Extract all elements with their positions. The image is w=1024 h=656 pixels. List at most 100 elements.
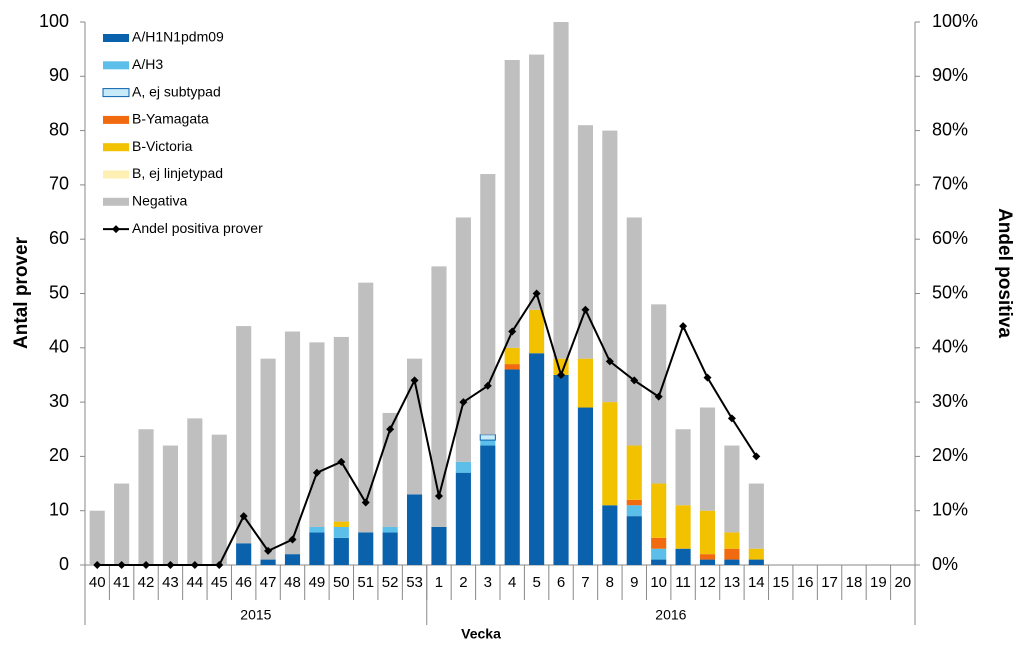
bar-segment (748, 559, 764, 565)
legend-label: A/H1N1pdm09 (132, 29, 224, 45)
x-tick-label: 15 (772, 574, 789, 591)
bar-segment (504, 347, 520, 365)
x-tick-label: 40 (89, 574, 106, 591)
y2-tick-label: 60% (932, 228, 968, 248)
bar-segment (236, 326, 252, 544)
line-marker (605, 357, 614, 366)
line-marker (557, 370, 566, 379)
x-tick-label: 20 (894, 574, 911, 591)
bar-segment (504, 369, 520, 565)
line-marker (434, 492, 443, 501)
bar-segment (602, 505, 618, 565)
bar-segment (626, 445, 642, 500)
bar-segment (724, 559, 740, 565)
bar-segment (333, 336, 349, 522)
line-marker (215, 561, 224, 569)
bar-segment (260, 559, 276, 565)
legend-label: B, ej linjetypad (132, 165, 223, 181)
legend-swatch (103, 34, 129, 42)
line-marker (410, 376, 419, 385)
y-tick-label: 40 (49, 337, 69, 357)
bar-segment (748, 483, 764, 549)
bar-segment (406, 494, 423, 565)
line-marker (532, 289, 541, 298)
line-marker (630, 376, 639, 385)
x-tick-label: 45 (211, 574, 228, 591)
x-tick-label: 53 (406, 574, 423, 591)
line-marker (483, 381, 492, 390)
bar-segment (553, 22, 569, 359)
bar-segment (333, 537, 349, 565)
bar-segment (358, 532, 374, 565)
y-tick-label: 80 (49, 119, 69, 139)
bar-segment (455, 461, 471, 473)
x-tick-label: 43 (162, 574, 179, 591)
x-tick-label: 3 (484, 574, 492, 591)
bar-segment (479, 434, 496, 441)
y-tick-label: 70 (49, 174, 69, 194)
bar-segment (480, 174, 496, 435)
bar-segment (577, 358, 594, 408)
x-tick-label: 48 (284, 574, 301, 591)
x-tick-label: 52 (382, 574, 399, 591)
bar-segment (748, 548, 764, 560)
bar-segment (651, 559, 667, 565)
x-tick-label: 16 (797, 574, 814, 591)
bar-segment (724, 532, 740, 549)
bar-segment (236, 543, 252, 565)
y-tick-label: 20 (49, 445, 69, 465)
x-tick-label: 46 (235, 574, 252, 591)
line-marker (581, 305, 590, 314)
x-tick-label: 12 (699, 574, 716, 591)
x-tick-label: 9 (630, 574, 638, 591)
bar-segment (284, 331, 301, 555)
y2-tick-label: 20% (932, 445, 968, 465)
line-marker (166, 561, 175, 569)
bar-segment (480, 440, 496, 446)
line-marker (239, 512, 248, 521)
y-tick-label: 50 (49, 282, 69, 302)
bar-segment (309, 532, 325, 565)
bar-segment (114, 483, 130, 565)
bar-segment (651, 483, 667, 538)
line-marker (312, 468, 321, 477)
line-marker (727, 414, 736, 423)
bar-segment (187, 418, 203, 565)
line-marker (264, 546, 273, 555)
legend-swatch (103, 197, 129, 206)
bar-segment (431, 266, 447, 527)
legend-label: A/H3 (132, 56, 163, 72)
bar-segment (382, 532, 398, 565)
bar-segment (651, 537, 667, 549)
legend-label: Andel positiva prover (132, 220, 263, 236)
legend-swatch (103, 115, 129, 124)
y2-tick-label: 50% (932, 282, 968, 302)
bar-segment (529, 54, 545, 310)
bar-segment (333, 521, 349, 527)
bar-segment (699, 510, 716, 555)
x-tick-label: 13 (724, 574, 741, 591)
line-marker (459, 398, 468, 407)
bar-segment (626, 499, 642, 506)
bar-segment (529, 353, 545, 565)
x-tick-label: 17 (821, 574, 838, 591)
bar-segment (675, 505, 691, 549)
bar-segment (333, 526, 349, 538)
legend-label: B-Yamagata (132, 111, 209, 127)
line-marker (752, 452, 761, 461)
bar-segment (382, 526, 398, 533)
bar-segment (553, 374, 569, 565)
y2-tick-label: 40% (932, 337, 968, 357)
x-tick-label: 51 (357, 574, 374, 591)
line-marker (386, 425, 395, 434)
legend-marker (112, 225, 120, 234)
x-tick-label: 7 (581, 574, 589, 591)
x-tick-label: 2 (459, 574, 467, 591)
bar-segment (211, 434, 227, 565)
bar-segment (699, 559, 716, 565)
bar-segment (260, 358, 276, 560)
y-tick-label: 0 (59, 554, 69, 574)
line-series (97, 291, 758, 566)
line-marker (703, 373, 712, 382)
x-tick-label: 42 (138, 574, 155, 591)
